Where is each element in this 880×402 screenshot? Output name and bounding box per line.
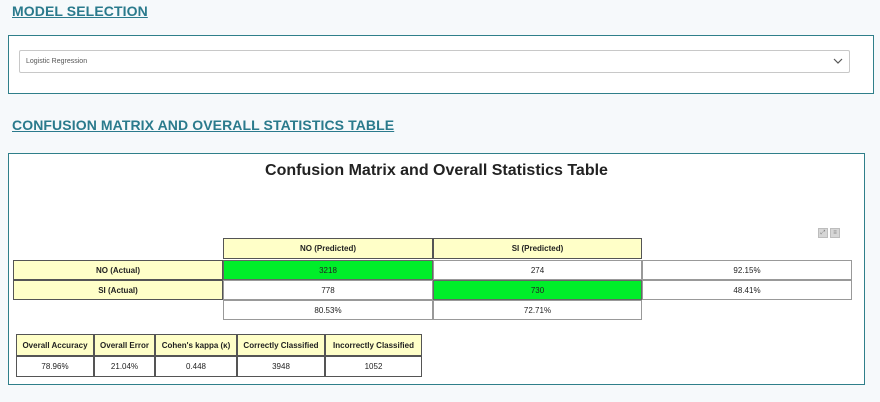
col-rate-no: 80.53%: [223, 300, 433, 320]
confusion-section-heading: CONFUSION MATRIX AND OVERALL STATISTICS …: [12, 117, 395, 133]
model-selection-heading: MODEL SELECTION: [12, 3, 148, 19]
model-selection-panel: Logistic Regression: [8, 35, 874, 94]
chart-toolbar: ⤢ ≡: [818, 228, 840, 238]
row-rate-si: 48.41%: [642, 280, 852, 300]
stats-header-kappa: Cohen's kappa (κ): [155, 334, 237, 356]
chart-title: Confusion Matrix and Overall Statistics …: [265, 162, 608, 179]
stats-header-accuracy: Overall Accuracy: [16, 334, 94, 356]
col-header-no-predicted: NO (Predicted): [223, 238, 433, 259]
confusion-panel: Confusion Matrix and Overall Statistics …: [8, 153, 865, 385]
stats-header-error: Overall Error: [94, 334, 155, 356]
col-rate-si: 72.71%: [433, 300, 642, 320]
stats-value-error: 21.04%: [94, 356, 155, 377]
stats-header-incorrect: Incorrectly Classified: [325, 334, 422, 356]
chevron-down-icon: [833, 58, 843, 64]
row-rate-no: 92.15%: [642, 260, 852, 280]
stats-value-accuracy: 78.96%: [16, 356, 94, 377]
matrix-cell-no-si: 274: [433, 260, 642, 280]
stats-value-kappa: 0.448: [155, 356, 237, 377]
matrix-cell-si-no: 778: [223, 280, 433, 300]
model-select-dropdown[interactable]: Logistic Regression: [19, 50, 850, 73]
expand-icon[interactable]: ⤢: [818, 228, 828, 238]
menu-icon[interactable]: ≡: [830, 228, 840, 238]
matrix-cell-si-si: 730: [433, 280, 642, 300]
stats-header-correct: Correctly Classified: [237, 334, 325, 356]
stats-value-incorrect: 1052: [325, 356, 422, 377]
matrix-cell-no-no: 3218: [223, 260, 433, 280]
row-header-no-actual: NO (Actual): [13, 260, 223, 280]
model-select-value: Logistic Regression: [26, 58, 88, 65]
row-header-si-actual: SI (Actual): [13, 280, 223, 300]
stats-value-correct: 3948: [237, 356, 325, 377]
col-header-si-predicted: SI (Predicted): [433, 238, 642, 259]
